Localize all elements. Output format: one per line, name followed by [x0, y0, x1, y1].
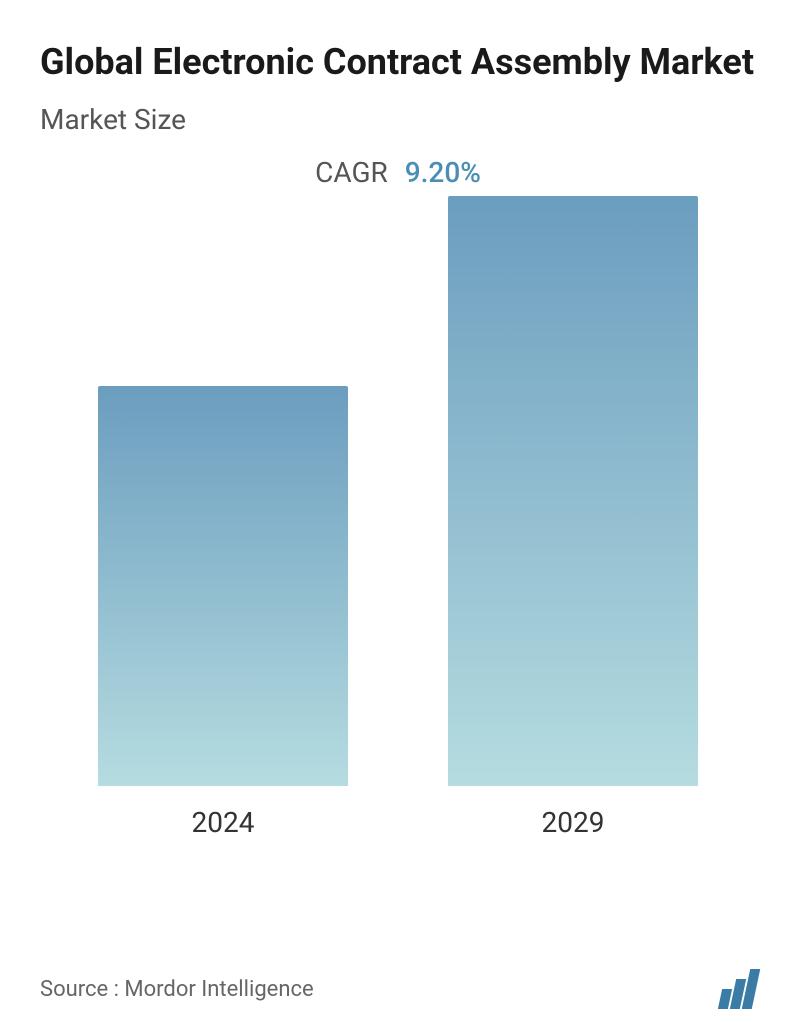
mordor-logo-icon [720, 969, 756, 1009]
cagr-row: CAGR 9.20% [40, 156, 756, 189]
bar-label-2029: 2029 [542, 806, 605, 839]
source-text: Source : Mordor Intelligence [40, 977, 314, 1002]
chart-footer: Source : Mordor Intelligence [40, 969, 756, 1009]
cagr-label: CAGR [315, 156, 388, 189]
bar-2029 [448, 196, 698, 786]
chart-subtitle: Market Size [40, 103, 756, 136]
bar-label-2024: 2024 [192, 806, 255, 839]
bar-2024 [98, 386, 348, 786]
bar-group-2029: 2029 [448, 196, 698, 839]
chart-title: Global Electronic Contract Assembly Mark… [40, 40, 756, 85]
bar-chart: 2024 2029 [40, 219, 756, 839]
bar-group-2024: 2024 [98, 386, 348, 839]
cagr-value: 9.20% [405, 156, 481, 189]
